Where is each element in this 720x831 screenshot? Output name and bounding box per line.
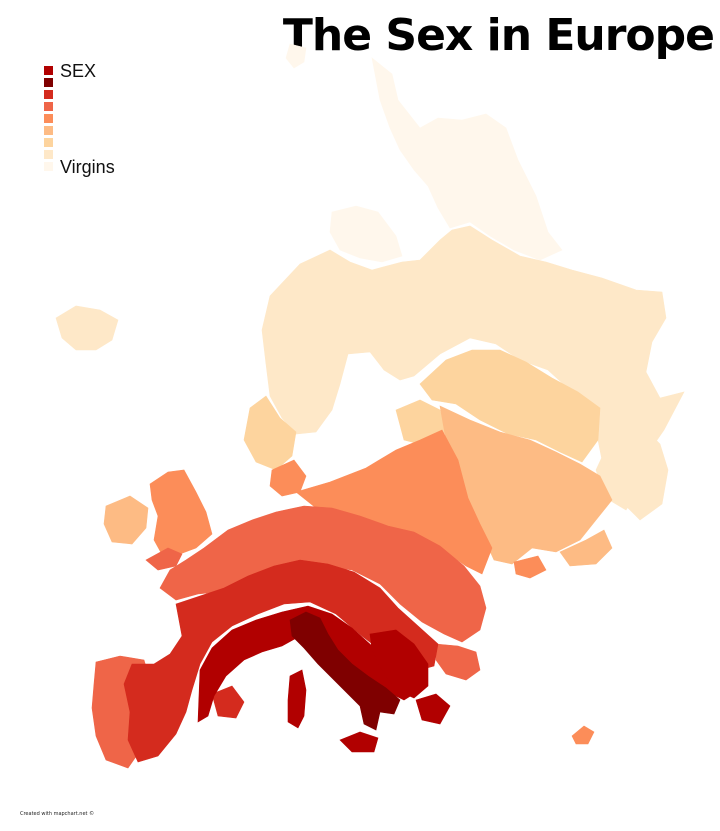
region-pale: [55, 225, 685, 521]
region-red: [123, 559, 439, 763]
region-orange: [149, 429, 595, 745]
region-darkest: [289, 611, 401, 731]
legend-swatch: [44, 162, 53, 171]
legend-swatch: [44, 90, 53, 99]
legend-swatch: [44, 150, 53, 159]
legend-label: SEX: [60, 61, 97, 81]
legend-swatch: [44, 114, 53, 123]
map-credit: Created with mapchart.net ©: [20, 811, 95, 817]
legend-swatch: [44, 102, 53, 111]
map-title: The Sex in Europe: [282, 10, 715, 61]
region-light-orange: [103, 405, 613, 567]
legend-label: Virgins: [60, 157, 115, 177]
region-dark: [197, 605, 451, 753]
legend-swatch: [44, 66, 53, 75]
region-palest: [285, 43, 563, 263]
legend-swatch: [44, 126, 53, 135]
legend-swatch: [44, 78, 53, 87]
legend-swatch: [44, 138, 53, 147]
